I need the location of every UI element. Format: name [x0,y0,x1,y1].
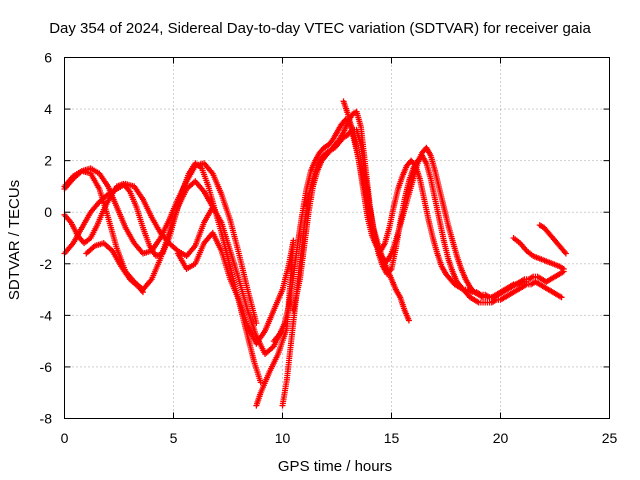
data-point [257,379,264,386]
series-track-7 [270,116,567,345]
y-tick-label: 4 [44,101,52,117]
axis-ticks [64,57,610,419]
series-track-6 [174,229,297,409]
series-track-10 [340,98,412,324]
x-tick-label: 20 [493,430,509,446]
series-track-3 [61,160,264,386]
y-axis-label: SDTVAR / TECUs [6,180,23,300]
grid [64,57,610,419]
y-tick-label: 2 [44,153,52,169]
data-points [61,98,569,409]
series-track-12 [536,222,569,257]
data-point [561,249,568,256]
series-track-11 [510,235,567,272]
x-tick-label: 15 [384,430,400,446]
data-point [523,278,530,285]
x-axis-label: GPS time / hours [278,458,392,475]
data-point [253,320,260,327]
x-tick-label: 25 [602,430,618,446]
plot-frame [64,57,610,419]
data-point [558,294,565,301]
x-tick-labels: 0 5 10 15 20 25 [61,430,618,446]
y-tick-label: -6 [40,359,53,375]
y-tick-label: 6 [44,50,52,66]
y-tick-label: 0 [44,204,52,220]
data-point [209,204,216,211]
data-point [560,265,567,272]
series-track-4 [61,167,216,293]
data-point [139,289,146,296]
y-tick-label: -4 [40,307,53,323]
y-tick-labels: 6 4 2 0 -2 -4 -6 -8 [40,50,53,427]
data-point [138,287,145,294]
x-tick-label: 10 [275,430,291,446]
series-track-5 [83,240,146,296]
data-point [405,317,412,324]
x-tick-label: 5 [170,430,178,446]
y-tick-label: -8 [40,411,53,427]
chart-title: Day 354 of 2024, Sidereal Day-to-day VTE… [49,20,591,37]
data-point [562,250,569,257]
data-point [253,402,260,409]
y-tick-label: -2 [40,256,53,272]
series-track-9 [279,108,530,409]
x-tick-label: 0 [61,430,69,446]
